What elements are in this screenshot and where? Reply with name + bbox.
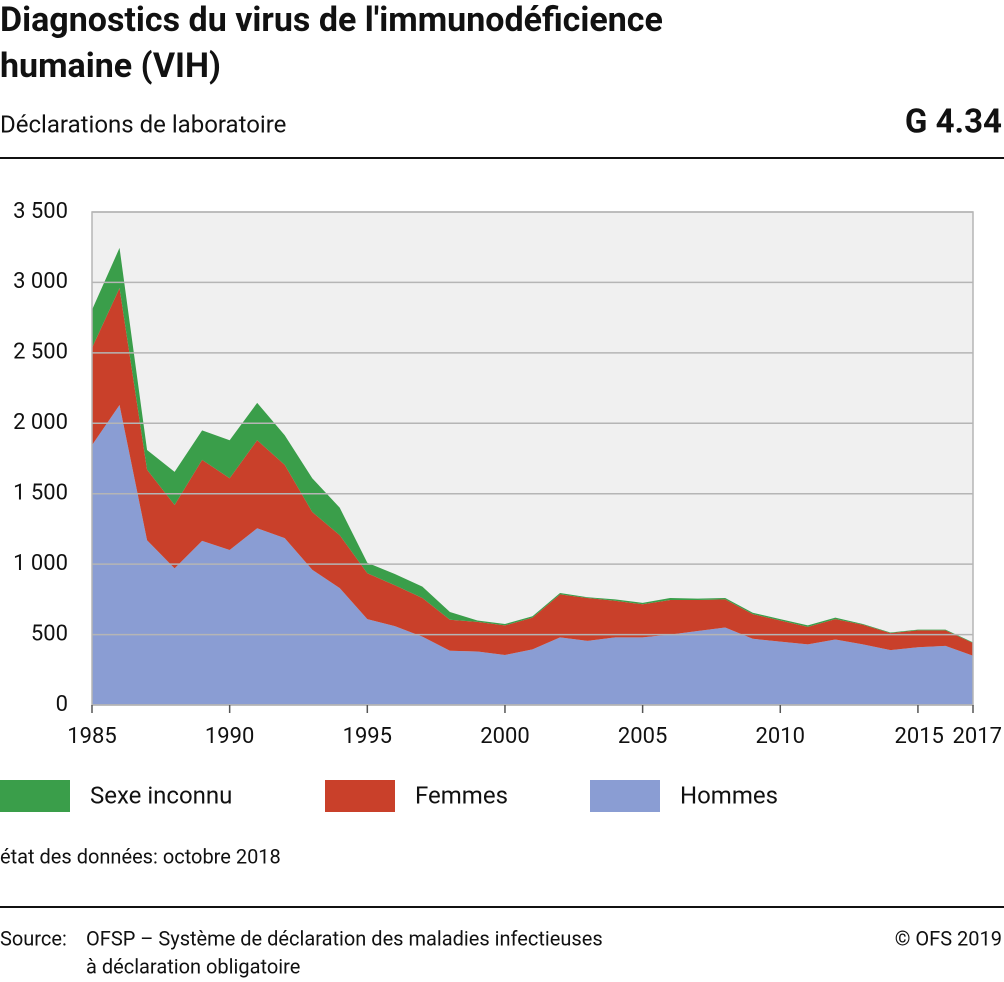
source-text: à déclaration obligatoire [86,954,300,978]
x-tick-label: 2010 [756,724,805,749]
area [92,247,973,644]
y-tick-label: 0 [56,692,68,717]
x-tick-label: 1995 [343,724,392,749]
x-tick-label: 1990 [205,724,254,749]
note: état des données: octobre 2018 [0,844,281,868]
y-tick-label: 3 000 [13,269,68,294]
y-tick-label: 500 [31,621,68,646]
legend-swatch [0,780,70,812]
x-tick-label: 2000 [480,724,529,749]
y-tick-label: 1 000 [13,551,68,576]
legend-label: Sexe inconnu [90,781,232,809]
x-tick-label: 2005 [618,724,667,749]
legend-swatch [590,780,660,812]
x-tick-label: 2015 [894,724,943,749]
y-tick-label: 1 500 [13,481,68,506]
y-tick-label: 2 000 [13,410,68,435]
y-tick-label: 2 500 [13,340,68,365]
chart-title: humaine (VIH) [0,46,221,86]
legend-swatch [325,780,395,812]
area [92,404,973,705]
legend-label: Hommes [680,781,778,809]
chart-code: G 4.34 [905,103,1002,142]
plot-frame [91,211,974,706]
copyright: © OFS 2019 [895,926,1002,950]
source-text: OFSP – Système de déclaration des maladi… [86,926,603,950]
x-tick-label: 1985 [67,724,116,749]
chart-title: Diagnostics du virus de l'immunodéficien… [0,0,663,40]
x-tick-label: 2017 [953,724,1002,749]
y-tick-label: 3 500 [13,199,68,224]
source-label: Source: [0,926,67,950]
legend-label: Femmes [415,781,508,809]
chart-subtitle: Déclarations de laboratoire [0,110,286,138]
